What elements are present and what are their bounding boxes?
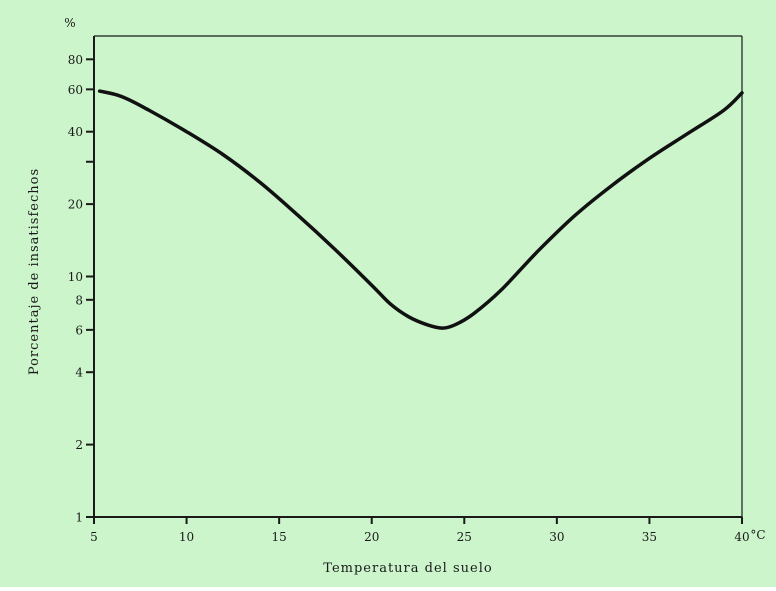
x-tick-label: 40 [734,530,749,544]
y-tick-label: 1 [75,511,83,525]
x-ticks: 5 10 15 20 25 30 35 40 [90,517,750,544]
y-ticks: 1 2 4 6 8 10 20 40 60 80 [68,53,94,525]
series-line [97,89,744,330]
x-axis-label: Temperatura del suelo [323,561,492,576]
y-tick-label: 40 [68,125,83,139]
y-axis-label: Porcentaje de insatisfechos [27,168,42,375]
y-unit-label: % [64,16,75,30]
y-tick-label: 8 [75,293,83,307]
y-tick-label: 6 [75,323,83,337]
x-tick-label: 10 [179,530,194,544]
x-tick-label: 5 [90,530,98,544]
x-unit-label: °C [750,528,765,542]
x-tick-label: 35 [642,530,657,544]
y-tick-label: 4 [75,366,83,380]
plot-area [97,89,744,330]
x-tick-label: 15 [272,530,287,544]
y-tick-label: 80 [68,53,83,67]
x-tick-label: 20 [364,530,379,544]
y-tick-label: 2 [75,438,83,452]
y-tick-label: 60 [68,83,83,97]
x-tick-label: 25 [457,530,472,544]
y-tick-label: 20 [68,198,83,212]
x-tick-label: 30 [549,530,564,544]
y-tick-label: 10 [68,270,83,284]
